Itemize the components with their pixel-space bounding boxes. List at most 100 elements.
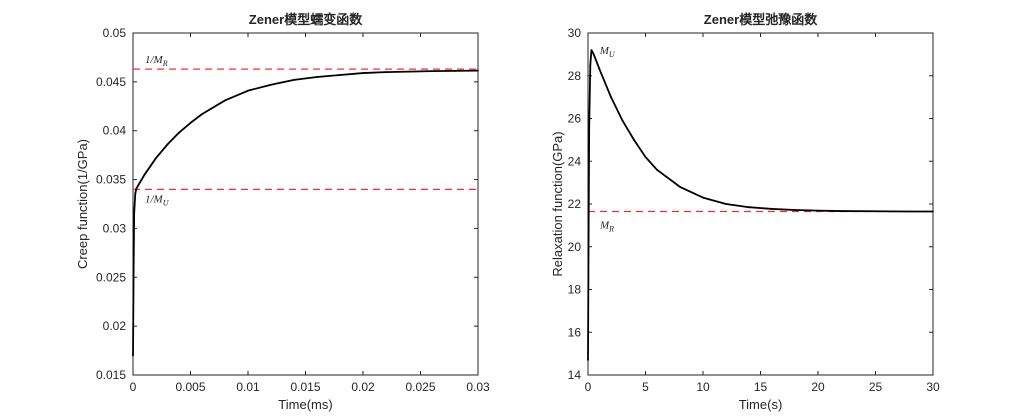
- data-point: [454, 70, 456, 72]
- data-point: [134, 192, 137, 195]
- y-tick-label: 0.025: [96, 270, 126, 284]
- y-tick-label: 0.02: [103, 319, 127, 333]
- data-point: [293, 79, 295, 81]
- data-point: [178, 131, 180, 134]
- y-tick-label: 0.015: [96, 368, 126, 382]
- x-tick-label: 0.03: [466, 380, 490, 394]
- data-point: [431, 70, 433, 73]
- x-tick-label: 0.02: [351, 380, 375, 394]
- x-tick-label: 0: [130, 380, 137, 394]
- data-point: [598, 68, 601, 71]
- x-tick-label: 0.015: [290, 380, 320, 394]
- data-point: [748, 206, 750, 209]
- data-point: [588, 128, 591, 131]
- x-tick-label: 0: [585, 380, 592, 394]
- data-point: [817, 209, 819, 212]
- annotation-main: M: [599, 45, 610, 57]
- data-point: [932, 210, 934, 213]
- data-point: [166, 143, 169, 146]
- y-tick-label: 0.04: [103, 124, 127, 138]
- x-axis-label: Time(s): [739, 397, 783, 412]
- x-tick-label: 0.025: [405, 380, 435, 394]
- x-tick-label: 15: [754, 380, 768, 394]
- data-point: [316, 76, 318, 78]
- data-point: [874, 210, 877, 213]
- axes-box: [132, 32, 479, 376]
- y-tick-label: 0.03: [103, 221, 127, 235]
- data-point: [590, 49, 593, 51]
- data-point: [592, 53, 595, 56]
- chart-title: Zener模型弛豫函数: [704, 12, 818, 27]
- data-point: [135, 187, 138, 190]
- data-point: [339, 74, 341, 76]
- data-point: [656, 168, 658, 171]
- data-point: [132, 271, 135, 274]
- creep-plot: 0 0.005 0.01 0.015 0.02 0.025 0.03 0.015 0.02 0.0…: [75, 12, 490, 412]
- annotation-main: M: [599, 219, 610, 231]
- axes-box: [587, 32, 934, 376]
- y-tick-label: 30: [568, 26, 582, 40]
- y-tick-label: 0.045: [96, 75, 126, 89]
- data-point: [224, 99, 226, 102]
- x-tick-label: 10: [696, 380, 710, 394]
- x-tick-label: 0.005: [175, 380, 205, 394]
- data-point: [589, 64, 592, 66]
- data-point: [633, 138, 635, 141]
- y-tick-label: 16: [568, 325, 582, 339]
- y-axis-label: Creep function(1/GPa): [75, 139, 90, 269]
- data-point: [909, 210, 911, 213]
- data-point: [702, 196, 704, 199]
- y-tick-label: 26: [568, 112, 582, 126]
- data-point: [587, 235, 590, 237]
- x-tick-label: 5: [642, 380, 649, 394]
- y-tick-label: 22: [568, 197, 582, 211]
- y-tick-label: 0.05: [103, 26, 127, 40]
- data-point: [189, 121, 192, 124]
- x-tick-label: 25: [869, 380, 883, 394]
- x-tick-label: 30: [926, 380, 940, 394]
- chart-title: Zener模型蠕变函数: [249, 12, 363, 27]
- data-point: [408, 70, 410, 73]
- data-point: [385, 71, 387, 73]
- x-axis-label: Time(ms): [278, 397, 332, 412]
- data-point: [725, 203, 727, 205]
- y-tick-label: 18: [568, 283, 582, 297]
- data-point: [155, 157, 157, 159]
- data-point: [132, 354, 134, 357]
- x-tick-label: 20: [811, 380, 825, 394]
- x-tick-label: 0.01: [236, 380, 260, 394]
- data-point: [247, 89, 249, 92]
- reference-line-label: 1/MR: [145, 54, 168, 68]
- data-point: [362, 72, 364, 74]
- data-point: [840, 210, 842, 212]
- annotation-subscript: U: [163, 198, 170, 207]
- data-point: [143, 173, 146, 176]
- reference-line-label: 1/MU: [145, 193, 170, 207]
- data-point: [477, 69, 479, 72]
- data-point: [133, 212, 136, 215]
- curve-annotation: MU: [599, 45, 616, 59]
- data-point: [794, 209, 796, 211]
- annotation-subscript: R: [608, 224, 614, 233]
- y-tick-label: 20: [568, 240, 582, 254]
- y-axis-label: Relaxation function(GPa): [550, 131, 565, 276]
- data-point: [270, 83, 272, 86]
- annotation-main: 1/M: [145, 193, 164, 205]
- data-point: [610, 96, 612, 99]
- data-point: [679, 186, 681, 188]
- y-tick-label: 28: [568, 69, 582, 83]
- data-point: [201, 113, 203, 116]
- y-tick-label: 0.035: [96, 173, 126, 187]
- data-point: [587, 359, 589, 361]
- data-point: [644, 156, 647, 158]
- data-point: [621, 119, 624, 122]
- annotation-subscript: R: [162, 59, 168, 68]
- annotation-subscript: U: [609, 50, 616, 59]
- reference-line-label: MR: [599, 219, 614, 233]
- annotation-main: 1/M: [145, 54, 164, 66]
- data-point: [771, 208, 773, 210]
- relaxation-plot: 0 5 10 15 20 25 30 14 16 18 20 22 24 26 28 30 Zener模型弛豫函…: [550, 12, 940, 412]
- y-tick-label: 24: [568, 154, 582, 168]
- y-tick-label: 14: [568, 368, 582, 382]
